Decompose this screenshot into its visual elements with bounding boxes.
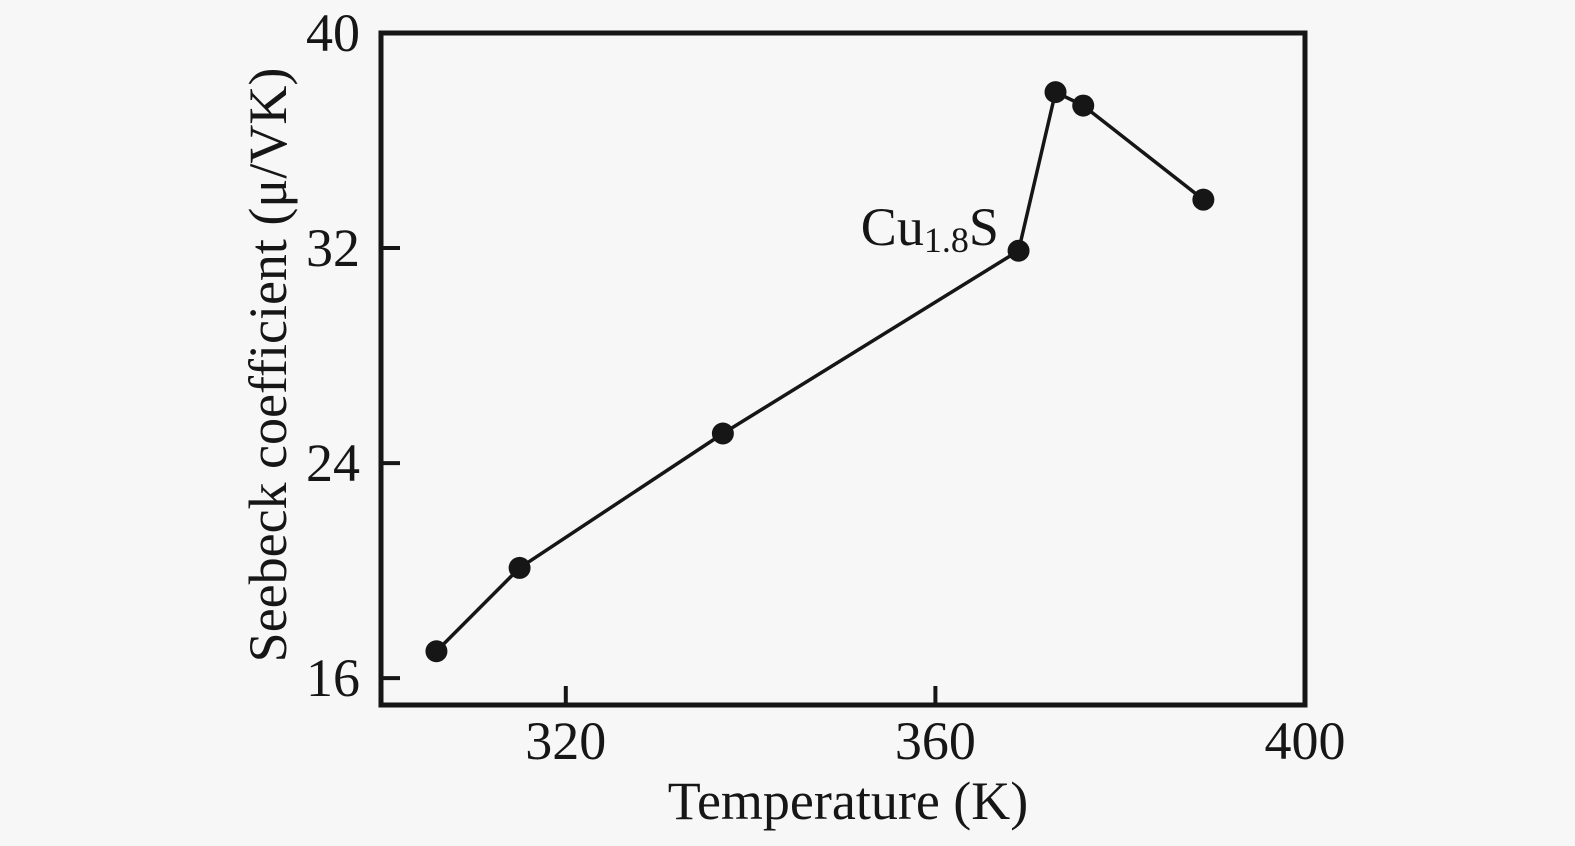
- data-point: [1007, 239, 1030, 262]
- data-point: [1192, 188, 1215, 211]
- y-tick-label: 32: [306, 218, 360, 278]
- y-tick-label: 16: [306, 648, 360, 708]
- y-tick-label: 24: [306, 433, 360, 493]
- data-point: [711, 422, 734, 445]
- annotation-subscript: 1.8: [923, 220, 969, 261]
- x-axis-title: Temperature (K): [667, 771, 1029, 831]
- data-point: [1044, 81, 1067, 104]
- y-axis-title: Seebeck coefficient (μ/VK): [238, 67, 298, 663]
- annotation-prefix: Cu: [860, 196, 924, 257]
- data-point: [425, 640, 448, 663]
- plot-frame: [378, 30, 1308, 708]
- x-tick-label: 400: [1265, 711, 1346, 771]
- x-tick-label: 360: [895, 711, 976, 771]
- annotation-suffix: S: [968, 196, 999, 257]
- series-line: [435, 90, 1205, 653]
- x-tick-label: 320: [525, 711, 606, 771]
- series-annotation: Cu1.8S: [860, 196, 999, 261]
- y-tick-label: 40: [306, 3, 360, 63]
- data-point: [1072, 94, 1095, 117]
- data-point: [508, 556, 531, 579]
